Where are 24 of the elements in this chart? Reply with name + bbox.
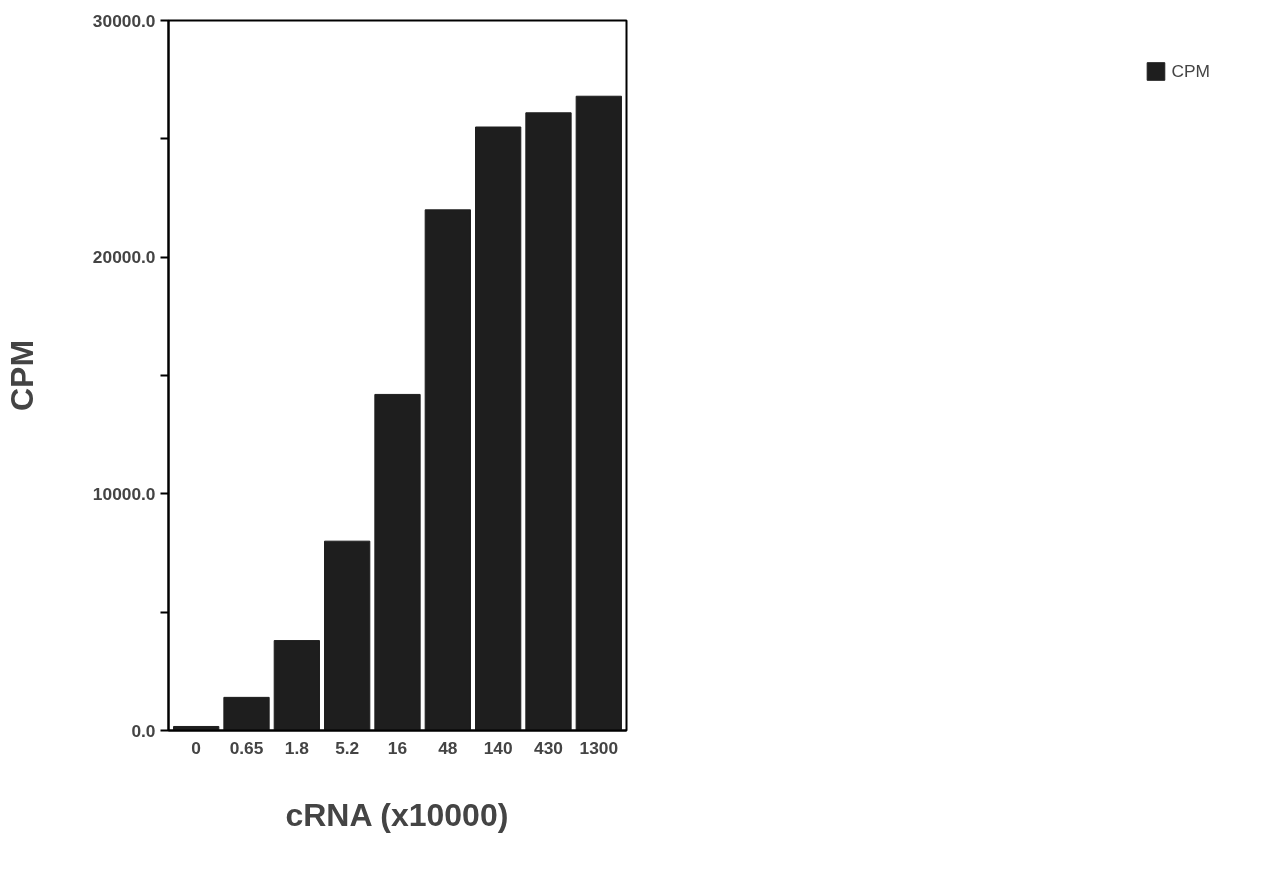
bar	[223, 696, 270, 731]
bar	[575, 95, 622, 731]
x-tick-label: 0.65	[229, 737, 264, 758]
y-tick-label: 20000.0	[92, 247, 156, 268]
x-tick-label: 48	[438, 737, 458, 758]
x-tick-label: 430	[534, 737, 563, 758]
x-axis-title: cRNA (x10000)	[285, 796, 509, 833]
x-tick-label: 1300	[579, 737, 619, 758]
bar	[324, 540, 371, 731]
y-tick-label: 10000.0	[92, 483, 156, 504]
legend-label: CPM	[1171, 60, 1210, 82]
y-tick-label: 0.0	[131, 720, 156, 741]
x-tick-label: 1.8	[284, 737, 310, 758]
bar	[525, 112, 572, 731]
y-axis-title: CPM	[3, 339, 40, 412]
bar	[475, 126, 522, 731]
y-tick-label: 30000.0	[92, 10, 156, 31]
bar	[374, 393, 421, 731]
x-tick-label: 0	[191, 737, 201, 758]
x-tick-label: 16	[387, 737, 408, 758]
x-tick-label: 5.2	[335, 737, 360, 758]
bar	[424, 209, 471, 731]
x-tick-label: 140	[483, 737, 513, 758]
bar	[273, 640, 320, 731]
